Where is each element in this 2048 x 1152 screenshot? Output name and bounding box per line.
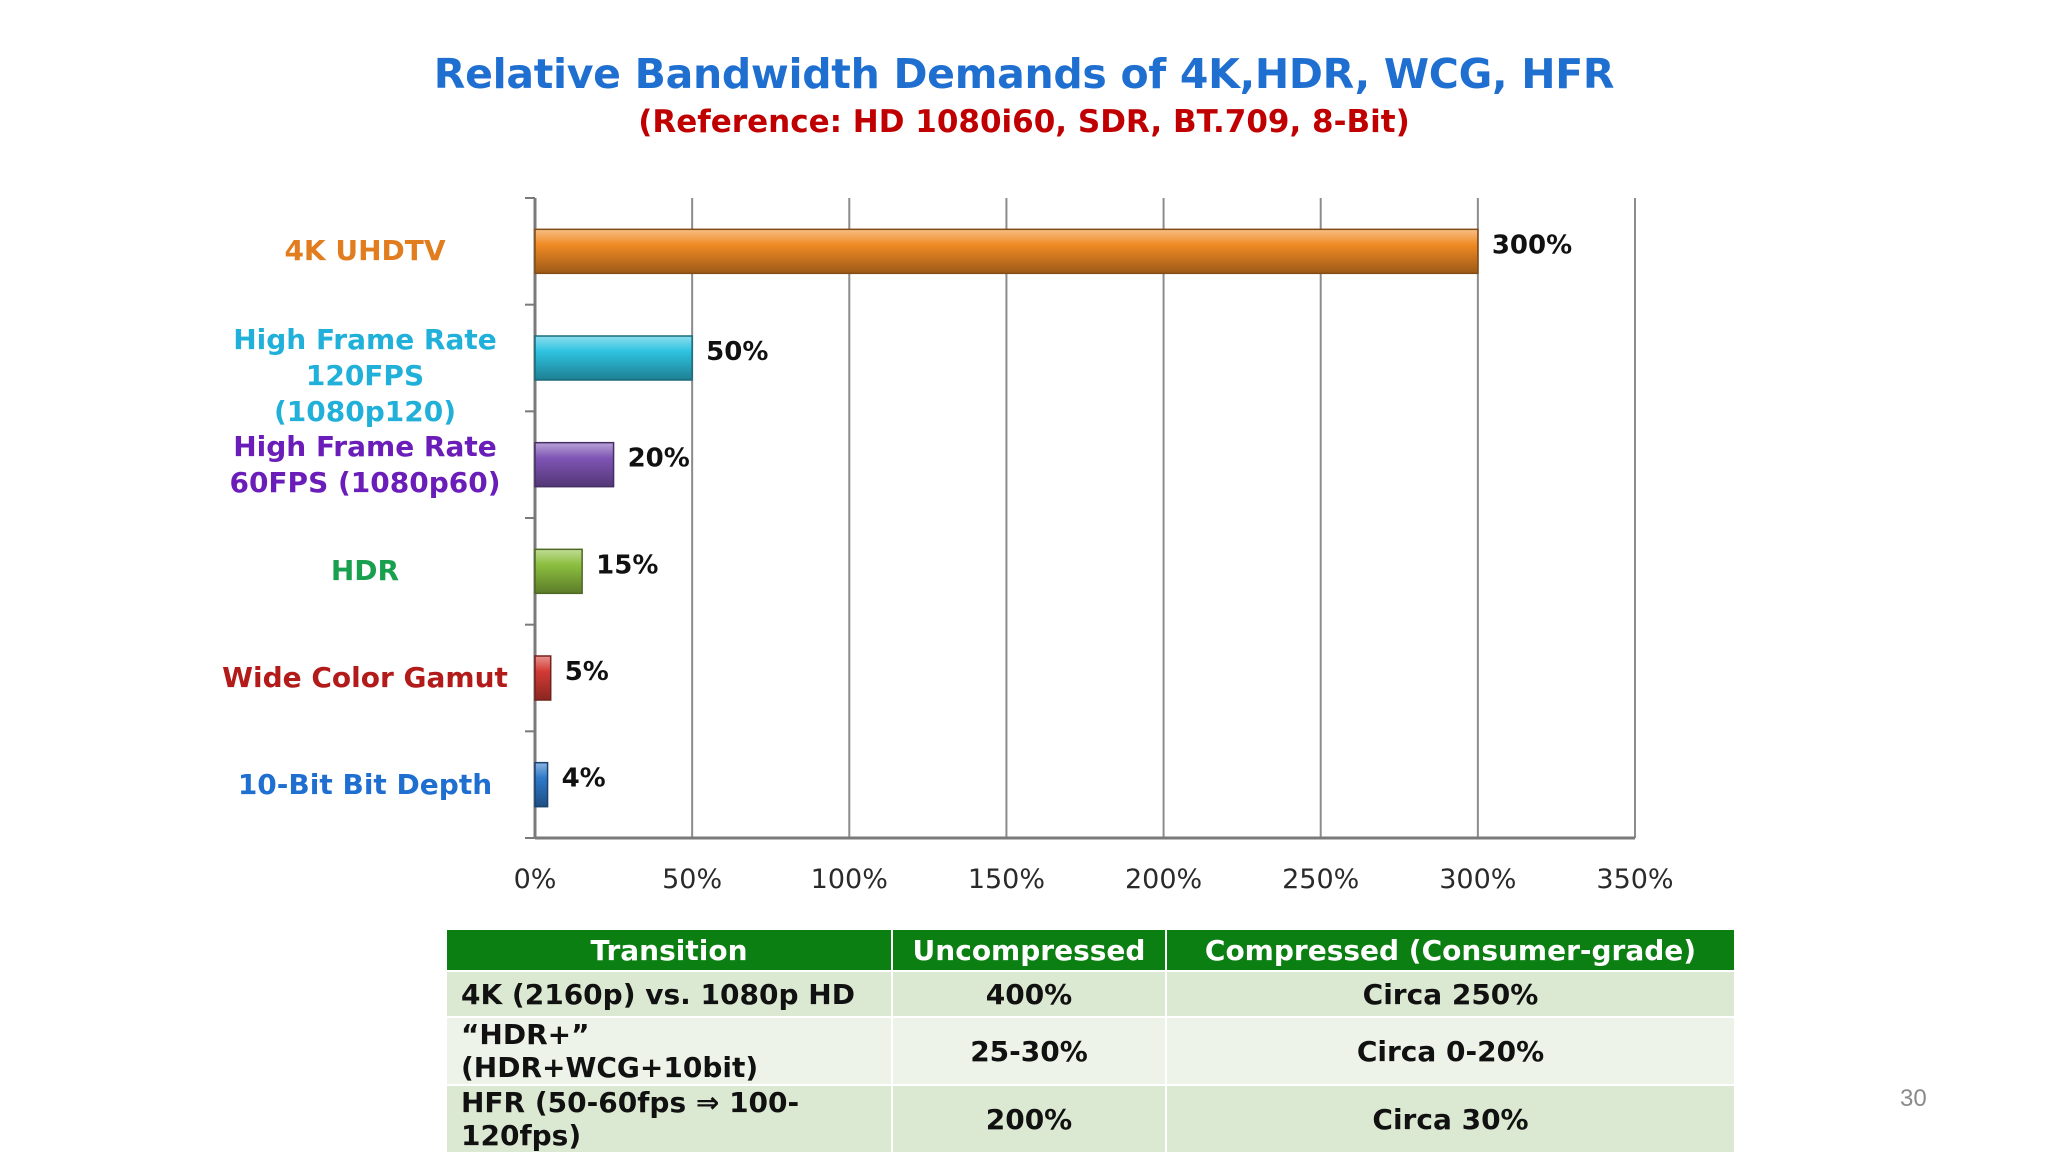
category-label: 10-Bit Bit Depth <box>237 767 493 801</box>
table-cell: 400% <box>892 970 1167 1017</box>
data-label: 300% <box>1492 230 1572 260</box>
table-cell: “HDR+” (HDR+WCG+10bit) <box>447 1016 893 1085</box>
bar <box>534 335 693 381</box>
chart-title: Relative Bandwidth Demands of 4K,HDR, WC… <box>433 50 1615 98</box>
table-cell: 25-30% <box>892 1016 1167 1085</box>
table-header-uncompressed: Uncompressed <box>892 930 1167 971</box>
data-label: 50% <box>706 337 768 367</box>
page-number: 30 <box>1900 1085 1927 1112</box>
data-label: 5% <box>565 657 609 687</box>
table-cell: 200% <box>892 1084 1167 1152</box>
table-cell: Circa 0-20% <box>1166 1016 1736 1085</box>
data-label: 20% <box>628 444 690 474</box>
table-cell: Circa 30% <box>1166 1084 1736 1152</box>
bar <box>534 655 552 701</box>
category-label: Wide Color Gamut <box>222 661 508 694</box>
category-label: 4K UHDTV <box>284 234 446 268</box>
x-tick-label: 300% <box>1439 864 1516 895</box>
category-label: High Frame Rate 60FPS (1080p60) <box>229 429 501 499</box>
bar <box>534 548 583 595</box>
category-label: HDR <box>330 554 400 588</box>
x-tick-label: 0% <box>514 864 557 895</box>
x-tick-label: 100% <box>811 864 888 895</box>
bar <box>534 441 615 488</box>
summary-table: Transition Uncompressed Compressed (Cons… <box>447 930 1736 1152</box>
x-tick-label: 50% <box>662 864 722 895</box>
x-tick-label: 350% <box>1596 864 1673 895</box>
data-label: 4% <box>562 764 606 794</box>
category-label: High Frame Rate 120FPS (1080p120) <box>233 323 497 428</box>
table-cell: Circa 250% <box>1166 970 1736 1017</box>
table-row: HFR (50-60fps ⇒ 100-120fps) 200% Circa 3… <box>447 1084 1736 1152</box>
chart-subtitle: (Reference: HD 1080i60, SDR, BT.709, 8-B… <box>638 104 1410 140</box>
bar <box>534 761 549 808</box>
x-tick-label: 200% <box>1125 864 1202 895</box>
table-header-compressed: Compressed (Consumer-grade) <box>1166 930 1736 971</box>
table-cell: 4K (2160p) vs. 1080p HD <box>447 970 893 1017</box>
data-label: 15% <box>596 550 658 580</box>
table-row: “HDR+” (HDR+WCG+10bit) 25-30% Circa 0-20… <box>447 1016 1736 1085</box>
table-header-row: Transition Uncompressed Compressed (Cons… <box>447 930 1736 971</box>
table-header-transition: Transition <box>447 930 893 971</box>
x-tick-label: 150% <box>968 864 1045 895</box>
table-cell: HFR (50-60fps ⇒ 100-120fps) <box>447 1084 893 1152</box>
x-tick-label: 250% <box>1282 864 1359 895</box>
table-row: 4K (2160p) vs. 1080p HD 400% Circa 250% <box>447 970 1736 1017</box>
bar <box>534 228 1479 275</box>
